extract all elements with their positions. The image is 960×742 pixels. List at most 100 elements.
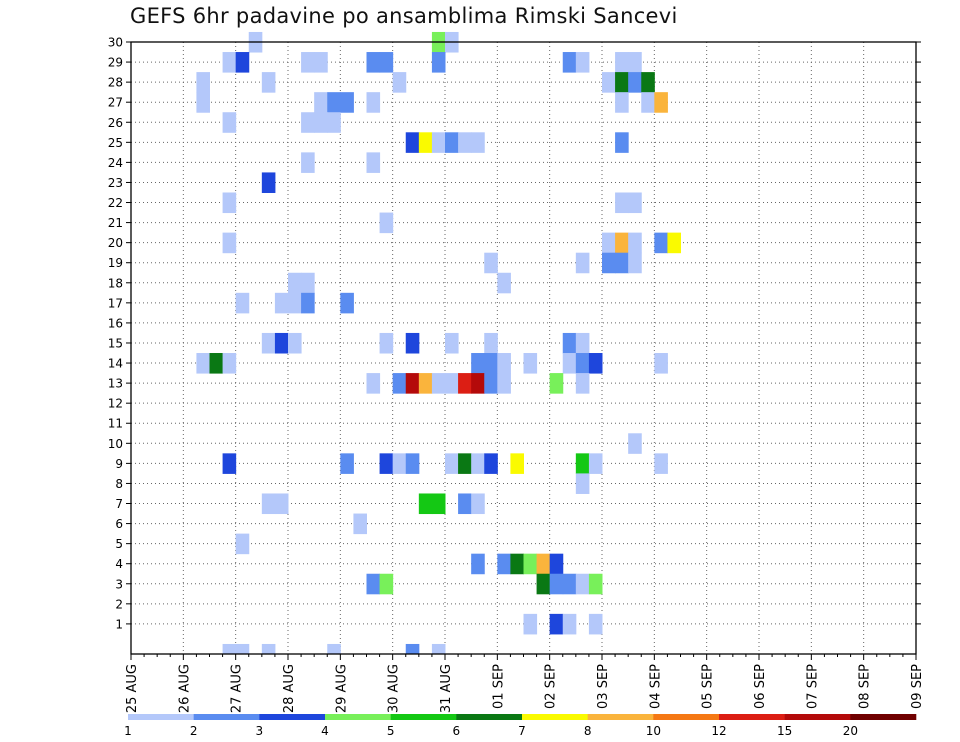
heatmap-cell <box>484 373 498 394</box>
heatmap-cell <box>588 613 603 635</box>
y-tick-label: 21 <box>108 216 123 230</box>
y-tick-label: 28 <box>108 76 123 90</box>
y-tick-label: 24 <box>108 156 123 170</box>
y-tick-label: 20 <box>108 236 123 250</box>
heatmap-cell <box>366 52 381 73</box>
y-tick-label: 29 <box>108 56 123 70</box>
heatmap-cell <box>235 292 250 314</box>
heatmap-cell <box>615 92 629 113</box>
heatmap-cell <box>405 643 420 654</box>
heatmap-cell <box>615 72 629 93</box>
legend-label: 8 <box>584 724 592 738</box>
heatmap-cell <box>392 453 407 474</box>
heatmap-cell <box>235 533 250 555</box>
heatmap-cell <box>615 52 629 73</box>
heatmap-cell <box>497 353 511 374</box>
heatmap-cell <box>222 453 237 474</box>
heatmap-cell <box>458 132 472 153</box>
x-tick-label: 27 AUG <box>230 664 245 713</box>
y-tick-label: 14 <box>108 357 123 371</box>
y-tick-label: 19 <box>108 256 123 270</box>
heatmap-cell <box>654 453 668 474</box>
legend-label: 5 <box>387 724 395 738</box>
legend-label: 10 <box>646 724 661 738</box>
heatmap-cell <box>667 232 681 254</box>
heatmap-cell <box>327 643 341 654</box>
heatmap-cell <box>549 373 564 394</box>
heatmap-cell <box>588 353 603 374</box>
heatmap-cell <box>288 332 302 354</box>
heatmap-cell <box>222 192 237 214</box>
y-tick-label: 25 <box>108 136 123 150</box>
heatmap-cell <box>405 373 420 394</box>
y-tick-label: 23 <box>108 176 123 190</box>
heatmap-cell <box>196 72 210 93</box>
heatmap-cell <box>497 272 511 294</box>
heatmap-cell <box>222 353 237 374</box>
x-tick-label: 25 AUG <box>125 664 140 713</box>
heatmap-cell <box>445 453 459 474</box>
x-tick-label: 31 AUG <box>439 664 454 713</box>
heatmap-cell <box>274 292 289 314</box>
heatmap-cell <box>196 353 210 374</box>
heatmap-cell <box>288 272 302 294</box>
y-tick-label: 11 <box>108 417 123 431</box>
heatmap-cell <box>458 453 472 474</box>
heatmap-cell <box>471 132 485 153</box>
heatmap-cell <box>301 152 315 173</box>
heatmap-cell <box>301 272 315 294</box>
heatmap-cell <box>510 453 524 474</box>
y-axis-ticks: 1234567891011121314151617181920212223242… <box>108 36 921 631</box>
heatmap-cell <box>431 493 446 515</box>
legend-swatch <box>719 714 785 720</box>
heatmap-cell <box>366 573 381 595</box>
heatmap-cell <box>222 643 237 654</box>
x-tick-label: 03 SEP <box>596 664 611 709</box>
x-tick-label: 29 AUG <box>334 664 349 713</box>
x-tick-label: 26 AUG <box>177 664 192 713</box>
heatmap-cell <box>314 112 328 133</box>
legend-swatch <box>850 714 917 720</box>
heatmap-cell <box>340 292 354 314</box>
heatmap-cell <box>523 613 538 635</box>
heatmap-cell <box>261 172 276 193</box>
x-tick-label: 06 SEP <box>753 664 768 709</box>
legend-swatch <box>259 714 326 720</box>
heatmap-cell <box>549 573 564 595</box>
y-tick-label: 18 <box>108 276 123 290</box>
y-tick-label: 6 <box>115 517 123 531</box>
heatmap-cell <box>575 52 590 73</box>
heatmap-cell <box>379 453 394 474</box>
x-tick-label: 05 SEP <box>701 664 716 709</box>
x-tick-label: 28 AUG <box>282 664 297 713</box>
heatmap-cell <box>261 332 276 354</box>
data-cells <box>196 31 681 654</box>
x-tick-label: 08 SEP <box>858 664 873 709</box>
heatmap-cell <box>654 92 668 113</box>
heatmap-cell <box>628 192 642 214</box>
heatmap-cell <box>615 192 629 214</box>
heatmap-cell <box>575 473 590 494</box>
legend-label: 2 <box>190 724 198 738</box>
heatmap-cell <box>379 573 394 595</box>
heatmap-cell <box>588 453 603 474</box>
heatmap-cell <box>431 52 446 73</box>
heatmap-cell <box>549 613 564 635</box>
heatmap-cell <box>615 132 629 153</box>
heatmap-cell <box>575 373 590 394</box>
y-tick-label: 9 <box>115 457 123 471</box>
heatmap-cell <box>536 573 551 595</box>
heatmap-cell <box>628 433 642 454</box>
heatmap-cell <box>445 373 459 394</box>
heatmap-cell <box>628 52 642 73</box>
legend-swatch <box>456 714 523 720</box>
heatmap-cell <box>301 292 315 314</box>
heatmap-cell <box>615 252 629 274</box>
heatmap-cell <box>405 453 420 474</box>
heatmap-cell <box>314 92 328 113</box>
legend-swatch <box>325 714 391 720</box>
heatmap-cell <box>209 353 224 374</box>
heatmap-cell <box>497 373 511 394</box>
heatmap-cell <box>418 493 433 515</box>
